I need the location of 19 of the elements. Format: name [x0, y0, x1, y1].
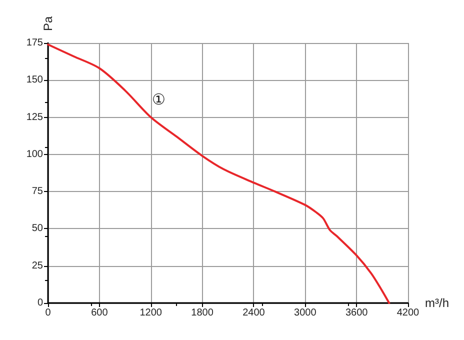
y-tick-label: 100	[26, 148, 44, 160]
x-tick-label: 600	[91, 308, 108, 318]
y-tick-label: 0	[37, 298, 44, 308]
y-tick-label: 50	[32, 223, 44, 234]
x-tick-label: 1800	[191, 308, 214, 318]
y-tick-label: 125	[26, 112, 44, 123]
annotation: ①	[152, 90, 166, 108]
y-axis-title: Pa	[41, 16, 55, 31]
x-tick-label: 3600	[345, 308, 368, 318]
y-tick-label: 175	[26, 38, 44, 48]
y-tick-label: 75	[32, 186, 44, 198]
x-tick-label: 4200	[396, 308, 420, 318]
y-tick-label: 150	[26, 74, 44, 86]
x-axis-title: m³/h	[425, 296, 450, 310]
x-tick-label: 0	[45, 308, 52, 318]
x-tick-label: 3000	[294, 308, 317, 318]
x-tick-label: 2400	[242, 308, 266, 318]
x-tick-label: 1200	[140, 308, 162, 318]
y-tick-label: 25	[32, 260, 44, 272]
